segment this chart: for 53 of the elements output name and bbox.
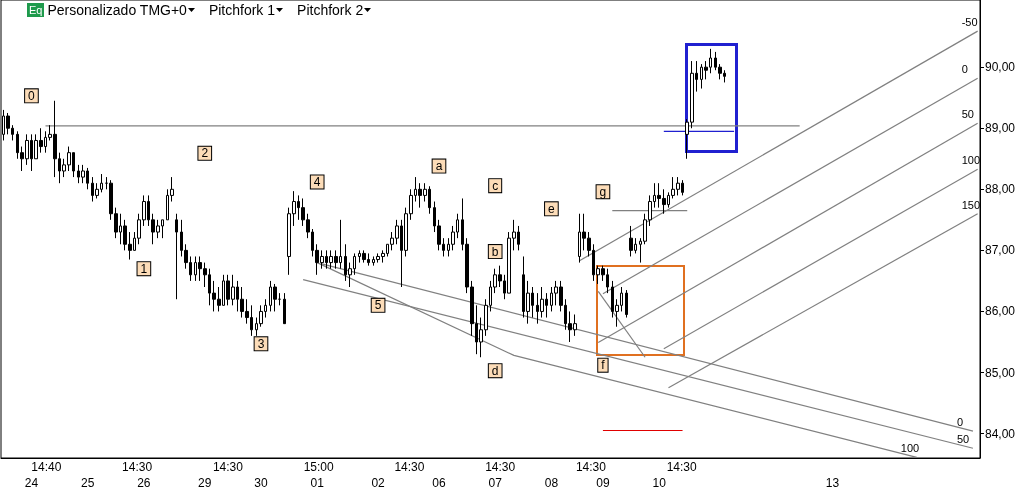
series-label: 150 — [961, 198, 981, 211]
y-tick-label: 90,00 — [985, 60, 1016, 75]
x-tick-label: 07 — [488, 476, 503, 490]
chart-title: Personalizado TMG+0 — [47, 2, 187, 18]
text: 14:30 — [393, 460, 426, 474]
annotation: Pitchfork 1 — [208, 2, 276, 18]
x-tick-label: 26 — [137, 476, 151, 490]
text: 14:30 — [484, 460, 517, 474]
x-tick-label: 24 — [24, 476, 39, 490]
y-tick-label: 85,00 — [985, 365, 1016, 380]
text: 15:00 — [302, 460, 335, 474]
annotation: f — [601, 358, 606, 373]
annotation: 4 — [313, 174, 321, 189]
x-tick-label: 06 — [432, 476, 446, 490]
x-tick-label: 02 — [371, 476, 386, 490]
annotation: g — [599, 184, 607, 199]
x-tick-label: 08 — [544, 476, 559, 490]
series-label: 50 — [961, 108, 974, 121]
text: 14:30 — [574, 460, 607, 474]
annotation: 1 — [140, 261, 148, 276]
annotation: 5 — [374, 298, 382, 313]
series-label: 100 — [900, 442, 920, 455]
x-tick-label: 25 — [80, 476, 95, 490]
y-tick-label: 87,00 — [985, 243, 1016, 258]
y-tick-label: 89,00 — [985, 121, 1016, 136]
text: 14:30 — [211, 460, 244, 474]
x-tick-label: 30 — [254, 476, 268, 490]
annotation: b — [491, 244, 499, 259]
x-tick-label: 09 — [596, 476, 610, 490]
y-tick-label: 86,00 — [985, 304, 1016, 319]
x-tick-label: 29 — [198, 476, 212, 490]
annotation: 3 — [257, 336, 265, 351]
text: 14:30 — [665, 460, 698, 474]
x-tick-label: 01 — [310, 476, 325, 490]
series-label: -50 — [961, 16, 978, 29]
text: 14:30 — [121, 460, 154, 474]
annotation: e — [548, 201, 556, 216]
text: 14:40 — [30, 460, 63, 474]
y-tick-label: 84,00 — [985, 426, 1016, 441]
annotation: 0 — [28, 88, 36, 103]
series-label: 0 — [961, 63, 968, 76]
y-tick-label: 88,00 — [985, 182, 1016, 197]
annotation: 2 — [201, 146, 209, 161]
x-tick-label: 10 — [652, 476, 667, 490]
series-label: 50 — [956, 433, 970, 446]
x-tick-label: 13 — [825, 476, 840, 490]
annotation: c — [492, 178, 499, 193]
annotation: a — [435, 159, 443, 174]
annotation: d — [491, 363, 499, 378]
series-label: 0 — [956, 416, 964, 429]
series-label: 100 — [961, 154, 981, 167]
annotation: Pitchfork 2 — [297, 2, 364, 18]
eq-icon: Eq — [27, 3, 45, 17]
